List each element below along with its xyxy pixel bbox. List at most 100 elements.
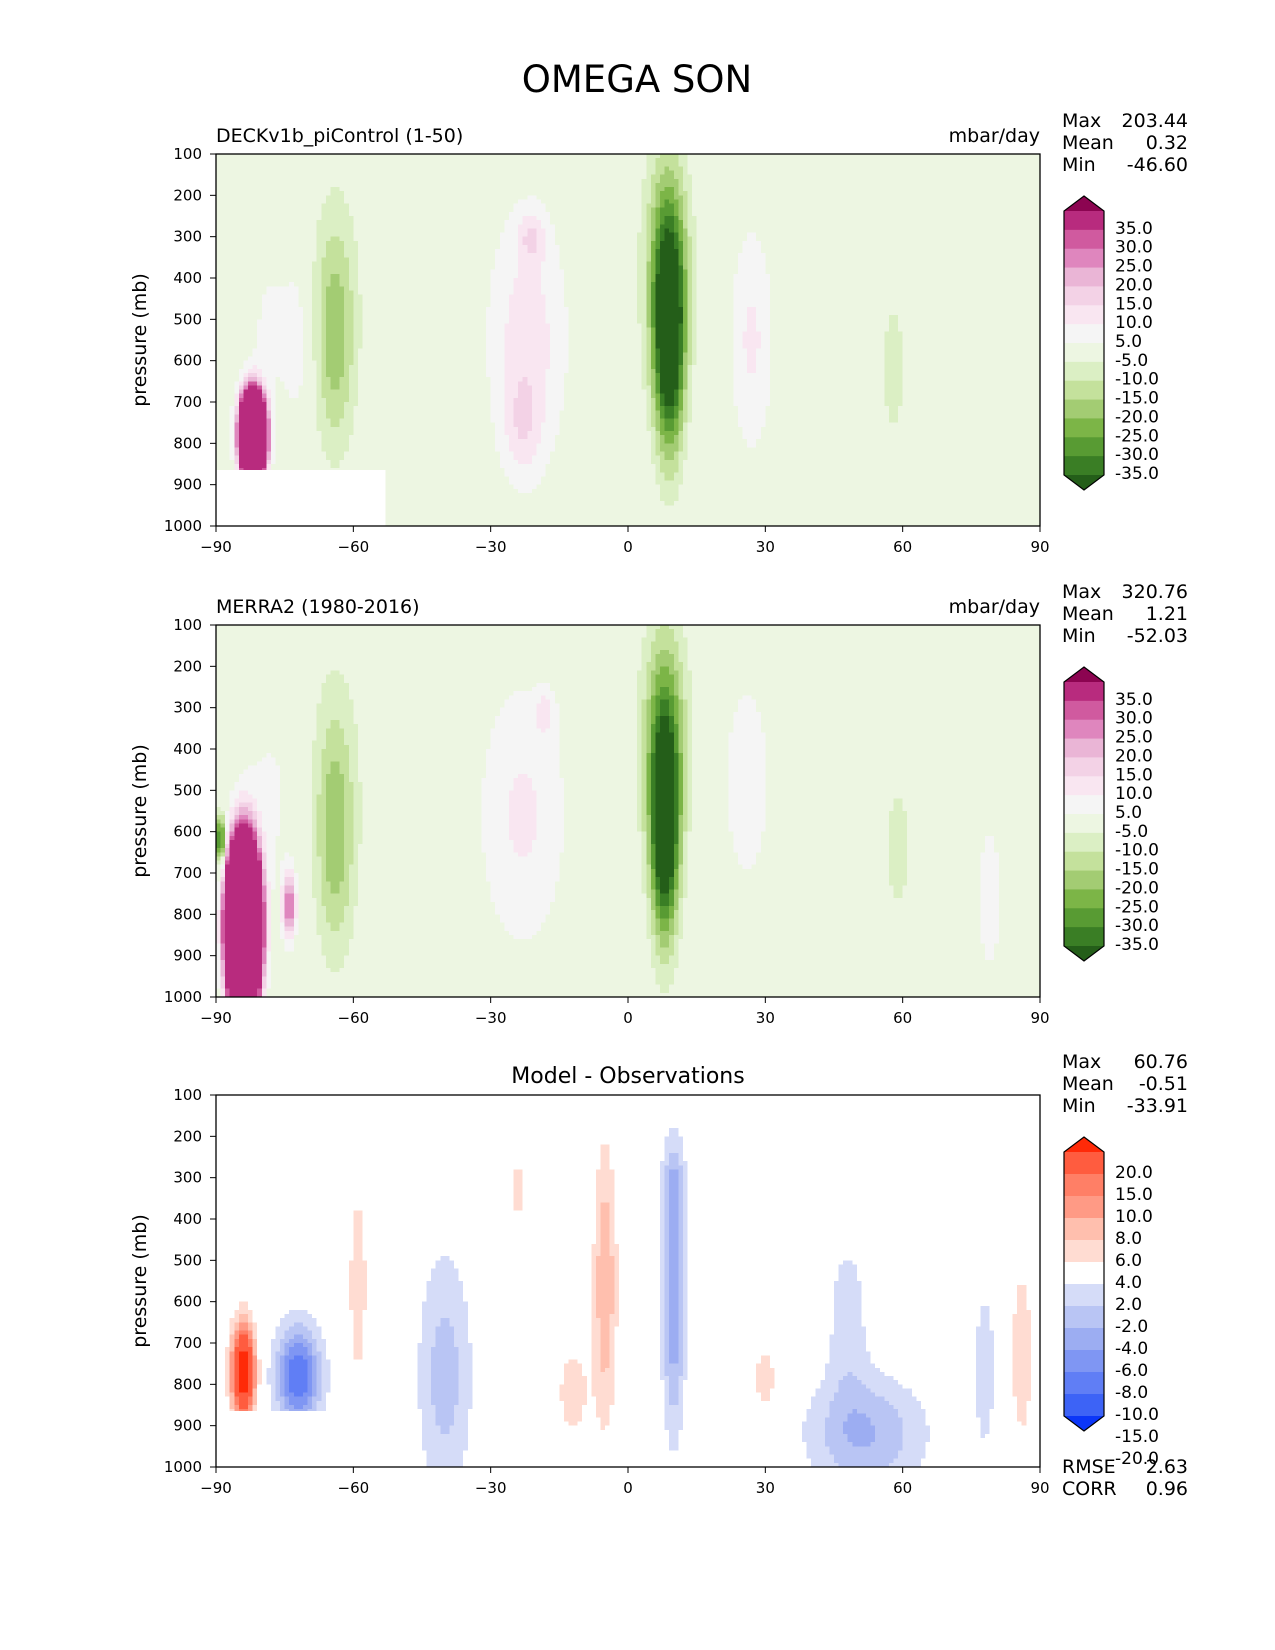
field-cell bbox=[435, 228, 441, 234]
field-cell bbox=[756, 220, 762, 225]
field-cell bbox=[939, 207, 945, 213]
field-cell bbox=[948, 207, 954, 213]
field-cell bbox=[669, 195, 675, 201]
field-cell bbox=[385, 224, 391, 229]
field-cell bbox=[719, 191, 725, 196]
field-cell bbox=[811, 249, 817, 254]
field-cell bbox=[426, 249, 432, 254]
field-cell bbox=[238, 158, 245, 163]
field-cell bbox=[545, 203, 551, 209]
field-cell bbox=[614, 174, 620, 180]
field-cell bbox=[696, 224, 702, 229]
field-cell bbox=[1026, 191, 1032, 196]
field-cell bbox=[408, 265, 414, 271]
field-cell bbox=[280, 232, 286, 238]
field-cell bbox=[989, 174, 995, 180]
field-cell bbox=[216, 199, 222, 205]
field-cell bbox=[463, 178, 469, 184]
field-cell bbox=[454, 249, 460, 254]
field-cell bbox=[444, 170, 451, 176]
field-cell bbox=[678, 166, 684, 172]
field-cell bbox=[238, 240, 245, 246]
field-cell bbox=[1030, 166, 1037, 172]
field-cell bbox=[518, 232, 524, 238]
field-cell bbox=[408, 182, 414, 188]
field-cell bbox=[898, 257, 904, 263]
field-cell bbox=[792, 166, 798, 172]
field-cell bbox=[605, 178, 611, 184]
field-cell bbox=[316, 154, 322, 159]
field-cell bbox=[444, 236, 451, 242]
field-cell bbox=[234, 261, 240, 267]
field-cell bbox=[367, 224, 373, 229]
field-cell bbox=[911, 166, 917, 172]
field-cell bbox=[646, 224, 652, 229]
field-cell bbox=[248, 191, 254, 196]
field-cell bbox=[696, 158, 702, 163]
field-cell bbox=[811, 257, 817, 263]
field-cell bbox=[774, 232, 780, 238]
field-cell bbox=[742, 154, 748, 159]
field-cell bbox=[618, 220, 625, 225]
field-cell bbox=[486, 236, 492, 242]
field-cell bbox=[925, 253, 931, 258]
field-cell bbox=[220, 265, 226, 271]
field-cell bbox=[522, 253, 528, 258]
field-cell bbox=[971, 182, 977, 188]
field-cell bbox=[325, 232, 332, 238]
field-cell bbox=[394, 249, 400, 254]
field-cell bbox=[284, 207, 290, 213]
field-cell bbox=[380, 187, 386, 192]
field-cell bbox=[966, 211, 972, 217]
field-cell bbox=[1003, 211, 1009, 217]
field-cell bbox=[843, 178, 849, 184]
field-cell bbox=[861, 203, 867, 209]
field-cell bbox=[994, 232, 1000, 238]
field-cell bbox=[733, 244, 739, 250]
field-cell bbox=[834, 224, 840, 229]
field-cell bbox=[628, 195, 634, 201]
field-cell bbox=[852, 244, 858, 250]
field-cell bbox=[1017, 166, 1023, 172]
field-cell bbox=[907, 182, 913, 188]
field-cell bbox=[545, 257, 551, 263]
field-cell bbox=[664, 207, 670, 213]
field-cell bbox=[481, 191, 487, 196]
field-cell bbox=[252, 216, 258, 221]
field-cell bbox=[801, 216, 808, 221]
field-cell bbox=[650, 240, 657, 246]
field-cell bbox=[902, 187, 908, 192]
field-cell bbox=[664, 253, 670, 258]
field-cell bbox=[719, 228, 725, 234]
field-cell bbox=[957, 158, 963, 163]
field-cell bbox=[957, 166, 963, 172]
field-cell bbox=[408, 232, 414, 238]
field-cell bbox=[811, 182, 817, 188]
field-cell bbox=[623, 203, 629, 209]
field-cell bbox=[815, 191, 821, 196]
field-cell bbox=[705, 244, 711, 250]
field-cell bbox=[458, 166, 464, 172]
field-cell bbox=[348, 170, 354, 176]
field-cell bbox=[989, 261, 995, 267]
field-cell bbox=[316, 220, 322, 225]
field-cell bbox=[325, 220, 332, 225]
field-cell bbox=[426, 170, 432, 176]
field-cell bbox=[724, 216, 730, 221]
field-cell bbox=[257, 236, 263, 242]
field-cell bbox=[248, 199, 254, 205]
field-cell bbox=[431, 236, 437, 242]
field-cell bbox=[508, 158, 515, 163]
field-cell bbox=[481, 178, 487, 184]
field-cell bbox=[527, 224, 533, 229]
field-cell bbox=[934, 240, 940, 246]
field-cell bbox=[573, 216, 579, 221]
field-cell bbox=[367, 236, 373, 242]
field-cell bbox=[573, 211, 579, 217]
field-cell bbox=[797, 162, 803, 167]
field-cell bbox=[1007, 191, 1014, 196]
field-cell bbox=[687, 257, 693, 263]
field-cell bbox=[852, 257, 858, 263]
field-cell bbox=[417, 207, 423, 213]
field-cell bbox=[852, 182, 858, 188]
